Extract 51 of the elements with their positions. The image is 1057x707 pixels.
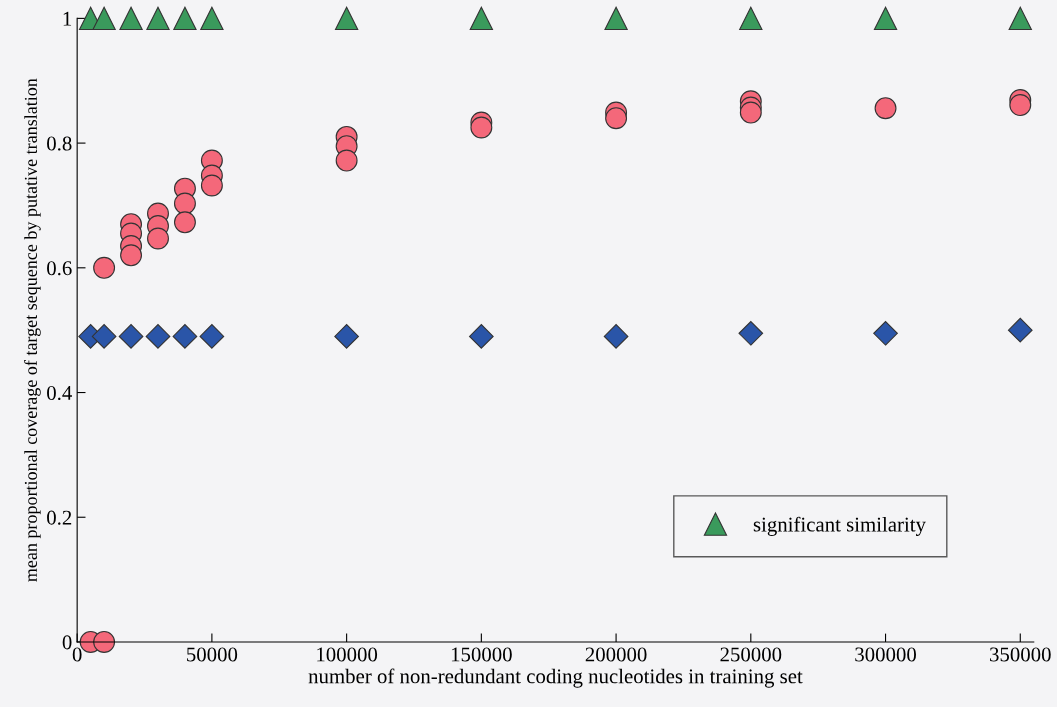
point [604,6,628,31]
point [173,192,196,215]
point [147,227,169,250]
point [1008,6,1032,31]
point [173,211,196,234]
point [470,116,493,139]
point [173,6,197,31]
point [335,149,358,172]
point [469,6,494,31]
point [469,324,494,349]
x-tick-label: 0 [72,647,82,662]
x-tick-label: 150000 [451,647,512,662]
point [91,324,117,349]
point [120,244,143,267]
point [199,324,225,349]
point [874,97,897,120]
y-tick-label: 0.8 [47,136,72,151]
point [119,6,143,31]
x-tick-label: 50000 [187,647,238,662]
point [1009,94,1032,117]
point [739,6,763,31]
point [93,256,116,279]
point [200,174,223,197]
point [873,320,898,346]
point [118,324,144,349]
x-tick-label: 350000 [990,647,1051,662]
point [200,6,224,31]
x-tick-label: 250000 [720,647,782,662]
legend-label: significant similarity [753,516,926,536]
x-tick-label: 200000 [585,647,647,662]
point [605,107,628,130]
point [603,324,629,349]
point [145,324,171,349]
x-tick-label: 300000 [855,647,916,662]
point [334,6,359,31]
y-tick-label: 0.4 [47,385,72,401]
point [873,6,898,31]
point [739,101,762,124]
y-axis-title: mean proportional coverage of target sequence by putative translation [24,78,41,582]
point [146,6,170,31]
y-tick-label: 0 [62,635,72,650]
point [92,6,116,31]
y-tick-label: 0.2 [47,510,72,525]
point [172,324,198,349]
point [334,324,359,349]
x-tick-label: 100000 [317,647,378,662]
x-axis-title: number of non-redundant coding nucleotides in training set [308,668,803,688]
point [1007,317,1033,343]
y-tick-label: 1 [63,11,72,26]
point [738,320,764,346]
y-tick-label: 0.6 [47,261,72,276]
